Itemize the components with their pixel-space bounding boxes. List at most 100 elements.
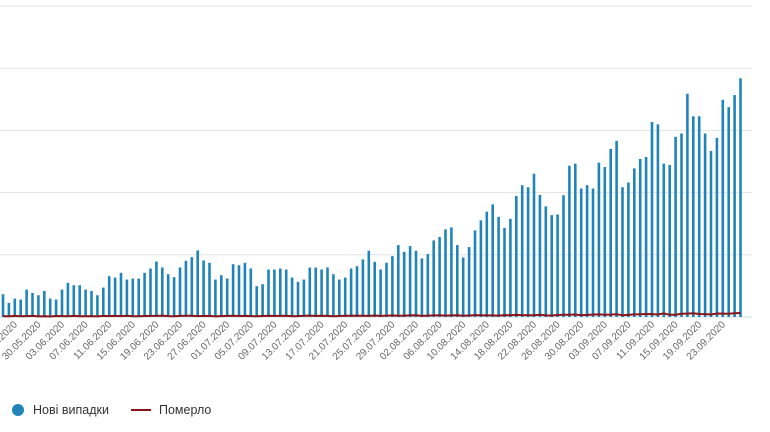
legend-item-cases[interactable]: Нові випадки (0, 403, 109, 417)
bar-30.08.2020[interactable] (579, 188, 583, 317)
bar-20.09.2020[interactable] (703, 133, 707, 317)
bar-07.08.2020[interactable] (444, 229, 447, 317)
bar-24.06.2020[interactable] (184, 260, 188, 317)
bar-14.07.2020[interactable] (302, 279, 306, 317)
bar-18.09.2020[interactable] (692, 116, 695, 317)
bar-08.09.2020[interactable] (633, 168, 636, 317)
bar-27.08.2020[interactable] (562, 195, 565, 317)
bar-28.05.2020[interactable] (25, 289, 28, 317)
bar-26.06.2020[interactable] (196, 250, 199, 317)
bar-06.08.2020[interactable] (438, 237, 441, 317)
bar-02.09.2020[interactable] (597, 162, 601, 317)
bar-12.08.2020[interactable] (473, 230, 477, 317)
bar-01.07.2020[interactable] (225, 278, 229, 317)
bar-25.08.2020[interactable] (550, 215, 553, 317)
legend-item-deaths[interactable]: Померло (130, 403, 211, 417)
bar-05.09.2020[interactable] (615, 140, 618, 317)
bar-02.08.2020[interactable] (414, 250, 418, 317)
bar-30.06.2020[interactable] (220, 275, 223, 317)
bar-25.05.2020[interactable] (7, 302, 11, 317)
bar-21.07.2020[interactable] (343, 277, 347, 317)
bar-23.06.2020[interactable] (178, 267, 182, 317)
bar-02.06.2020[interactable] (54, 299, 58, 317)
bar-07.09.2020[interactable] (627, 182, 630, 317)
bar-28.08.2020[interactable] (568, 165, 571, 317)
bar-19.08.2020[interactable] (515, 195, 518, 317)
bar-27.07.2020[interactable] (379, 269, 382, 317)
bar-10.09.2020[interactable] (644, 156, 648, 317)
bar-12.09.2020[interactable] (656, 124, 660, 317)
bar-10.06.2020[interactable] (102, 287, 105, 317)
bar-05.07.2020[interactable] (249, 268, 253, 317)
bar-28.07.2020[interactable] (385, 262, 388, 317)
bar-16.06.2020[interactable] (137, 278, 140, 317)
bar-21.06.2020[interactable] (166, 274, 170, 317)
bar-20.07.2020[interactable] (338, 279, 341, 317)
bar-08.08.2020[interactable] (450, 227, 453, 317)
bar-02.07.2020[interactable] (231, 264, 235, 317)
bar-26.09.2020[interactable] (739, 78, 742, 317)
bar-24.07.2020[interactable] (361, 259, 365, 317)
bar-15.08.2020[interactable] (491, 204, 494, 317)
bar-29.08.2020[interactable] (574, 163, 577, 317)
bar-22.08.2020[interactable] (532, 173, 536, 317)
bar-31.05.2020[interactable] (43, 290, 46, 317)
bar-15.06.2020[interactable] (131, 278, 135, 317)
bar-25.07.2020[interactable] (367, 250, 371, 317)
bar-19.07.2020[interactable] (332, 274, 335, 317)
bar-20.08.2020[interactable] (520, 185, 524, 317)
bar-13.09.2020[interactable] (662, 163, 666, 317)
bar-13.08.2020[interactable] (479, 220, 483, 317)
bar-04.08.2020[interactable] (426, 254, 430, 317)
bar-22.07.2020[interactable] (349, 268, 353, 317)
bar-04.07.2020[interactable] (243, 262, 247, 317)
bar-23.09.2020[interactable] (721, 99, 725, 317)
bar-25.09.2020[interactable] (733, 95, 736, 317)
bar-12.07.2020[interactable] (290, 277, 294, 317)
bar-11.06.2020[interactable] (107, 276, 111, 317)
bar-21.09.2020[interactable] (709, 150, 713, 317)
bar-27.06.2020[interactable] (202, 260, 205, 317)
bar-16.07.2020[interactable] (314, 267, 317, 317)
bar-10.08.2020[interactable] (461, 257, 465, 317)
bar-05.06.2020[interactable] (72, 285, 76, 317)
bar-16.09.2020[interactable] (680, 133, 683, 317)
bar-07.06.2020[interactable] (84, 289, 87, 317)
bar-21.08.2020[interactable] (526, 187, 530, 317)
bar-01.08.2020[interactable] (408, 246, 412, 317)
bar-07.07.2020[interactable] (261, 284, 264, 317)
bar-11.09.2020[interactable] (650, 122, 654, 318)
bar-15.09.2020[interactable] (674, 136, 677, 317)
bar-27.05.2020[interactable] (19, 299, 22, 317)
bar-28.06.2020[interactable] (208, 262, 211, 317)
bar-17.07.2020[interactable] (320, 269, 323, 317)
bar-01.06.2020[interactable] (48, 298, 52, 317)
bar-06.09.2020[interactable] (621, 187, 624, 317)
bar-26.07.2020[interactable] (373, 261, 376, 317)
bar-17.08.2020[interactable] (503, 227, 506, 317)
bar-10.07.2020[interactable] (279, 268, 282, 317)
bar-09.08.2020[interactable] (456, 245, 459, 317)
bar-23.07.2020[interactable] (355, 266, 359, 317)
bar-08.07.2020[interactable] (267, 269, 270, 317)
bar-06.06.2020[interactable] (78, 285, 81, 317)
bar-18.07.2020[interactable] (326, 267, 329, 317)
bar-12.06.2020[interactable] (113, 277, 117, 317)
bar-09.07.2020[interactable] (273, 269, 276, 317)
bar-24.09.2020[interactable] (727, 107, 730, 317)
bar-22.09.2020[interactable] (715, 137, 719, 317)
bar-15.07.2020[interactable] (308, 267, 312, 317)
bar-14.08.2020[interactable] (485, 211, 489, 317)
bar-17.09.2020[interactable] (686, 93, 689, 318)
bar-20.06.2020[interactable] (161, 267, 164, 317)
bar-01.09.2020[interactable] (591, 188, 595, 317)
bar-29.06.2020[interactable] (214, 279, 217, 317)
bar-19.06.2020[interactable] (155, 261, 158, 317)
bar-04.09.2020[interactable] (609, 148, 612, 317)
bar-30.07.2020[interactable] (397, 245, 400, 317)
bar-31.08.2020[interactable] (585, 185, 589, 317)
bar-03.08.2020[interactable] (420, 258, 424, 317)
bar-19.09.2020[interactable] (697, 116, 701, 317)
bar-25.06.2020[interactable] (190, 257, 194, 317)
bar-17.06.2020[interactable] (143, 272, 146, 317)
